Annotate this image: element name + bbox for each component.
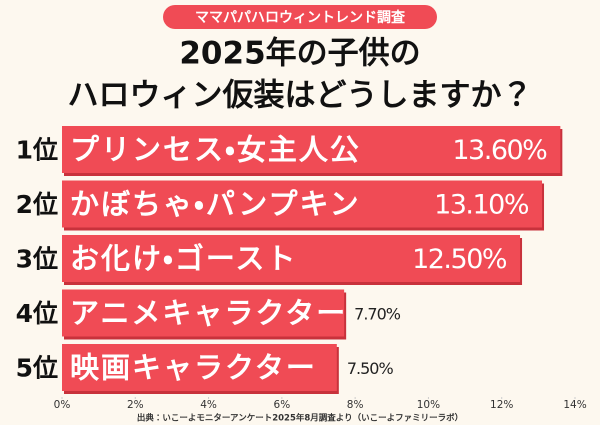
bar <box>62 126 561 173</box>
rank-label: 5位 <box>16 354 58 383</box>
x-tick-label: 6% <box>274 399 291 411</box>
category-label: お化け・ゴースト <box>70 242 297 276</box>
value-label: 13.60% <box>452 135 547 166</box>
category-label: 映画キャラクター <box>70 351 317 385</box>
category-label: プリンセス・女主人公 <box>70 133 361 167</box>
value-label: 12.50% <box>412 244 507 275</box>
bar <box>62 180 543 228</box>
chart-title: 2025年の子供の <box>179 36 420 72</box>
x-tick-label: 2% <box>127 399 144 411</box>
x-tick-label: 12% <box>490 399 513 411</box>
value-label: 13.10% <box>434 190 529 221</box>
value-label: 7.50% <box>347 359 394 378</box>
source: 出典：いこーよモニターアンケート2025年8月調査より（いこーよファミリーラボ） <box>137 413 463 424</box>
rank-label: 4位 <box>16 299 58 328</box>
x-tick-label: 8% <box>347 399 364 411</box>
badge: ママパパハロウィントレンド調査 <box>195 9 406 26</box>
x-tick-label: 10% <box>417 399 440 411</box>
bar <box>62 235 521 282</box>
category-label: アニメキャラクター <box>70 296 347 330</box>
bar <box>62 344 337 391</box>
x-tick-label: 14% <box>563 399 586 411</box>
value-label: 7.70% <box>354 305 401 324</box>
category-label: かぼちゃ・パンプキン <box>70 187 361 221</box>
rank-label: 1位 <box>16 136 58 165</box>
bar <box>62 289 345 337</box>
badge-background <box>163 5 437 29</box>
rank-label: 2位 <box>16 190 58 219</box>
x-tick-label: 4% <box>200 399 217 411</box>
x-tick-label: 0% <box>54 399 71 411</box>
rank-label: 3位 <box>16 245 58 274</box>
chart-title: ハロウィン仮装はどうしますか？ <box>68 78 533 114</box>
